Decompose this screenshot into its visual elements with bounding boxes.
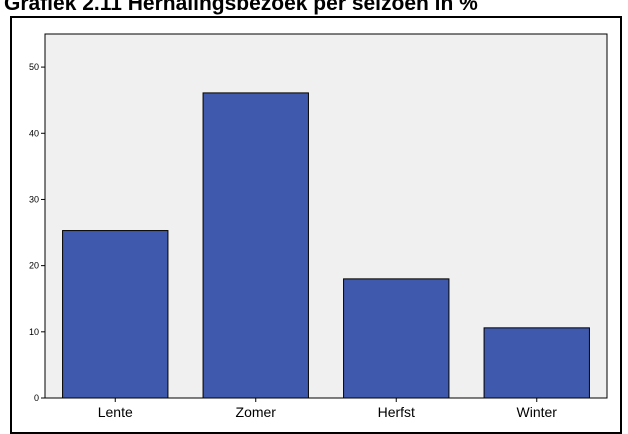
chart-title: Grafiek 2.11 Herhalingsbezoek per seizoe…	[4, 0, 478, 15]
x-tick-label-lente: Lente	[98, 404, 133, 420]
x-axis: Lente Zomer Herfst Winter	[98, 398, 558, 420]
y-tick-label-50: 50	[29, 62, 39, 72]
y-tick-label-30: 30	[29, 194, 39, 204]
y-tick-label-40: 40	[29, 128, 39, 138]
y-tick-label-0: 0	[34, 393, 39, 403]
bars	[62, 92, 590, 399]
y-tick-label-10: 10	[29, 327, 39, 337]
y-axis: 0 10 20 30 40 50	[29, 62, 45, 403]
chart-frame: 0 10 20 30 40 50 Lente Zomer Herfst Winter	[10, 16, 622, 434]
bar-herfst	[343, 278, 450, 399]
bar-winter	[483, 327, 590, 399]
bar-chart: 0 10 20 30 40 50 Lente Zomer Herfst Winter	[29, 33, 608, 420]
x-tick-label-winter: Winter	[517, 404, 558, 420]
bar-zomer	[202, 92, 309, 399]
bar-lente	[62, 230, 169, 399]
y-tick-label-20: 20	[29, 261, 39, 271]
x-tick-label-zomer: Zomer	[236, 404, 277, 420]
x-tick-label-herfst: Herfst	[378, 404, 415, 420]
